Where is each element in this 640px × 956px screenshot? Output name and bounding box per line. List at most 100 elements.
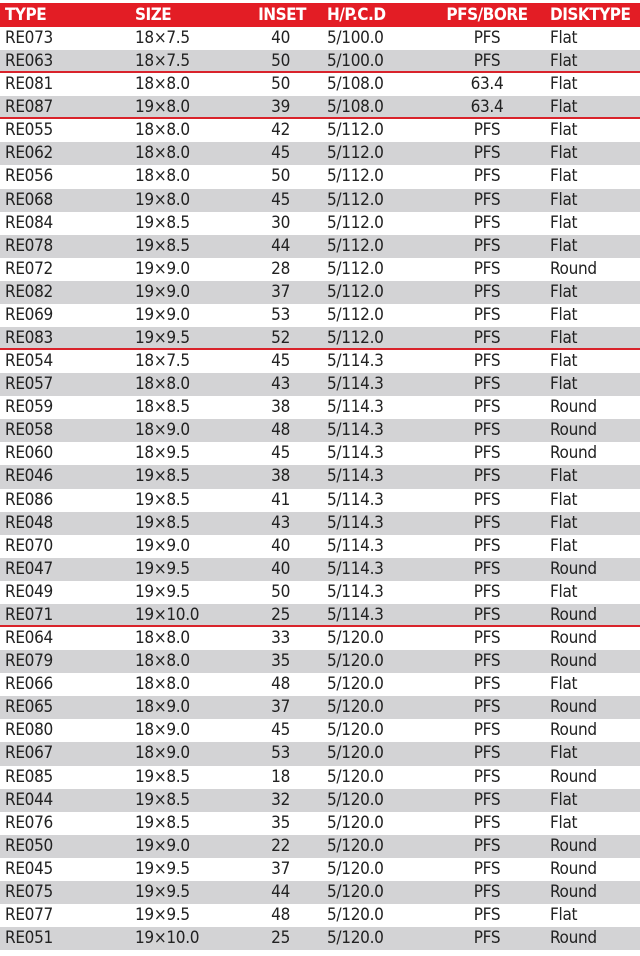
cell-size: 19×8.5 — [135, 766, 190, 787]
cell-disktype: Flat — [550, 120, 578, 141]
cell-disktype: Flat — [550, 281, 578, 302]
cell-inset: 40 — [271, 28, 290, 48]
cell-size: 18×8.0 — [135, 120, 190, 141]
cell-type: RE064 — [5, 628, 53, 649]
table-row: RE073 18×7.5 40 5/100.0 PFS Flat — [0, 27, 640, 50]
cell-pcd: 5/120.0 — [327, 651, 384, 672]
table-row: RE057 18×8.0 43 5/114.3 PFS Flat — [0, 373, 640, 397]
cell-type: RE050 — [5, 835, 53, 856]
cell-type: RE087 — [5, 97, 53, 118]
cell-disktype: Flat — [550, 904, 578, 925]
cell-bore: PFS — [473, 212, 501, 233]
table-row: RE062 18×8.0 45 5/112.0 PFS Flat — [0, 142, 640, 166]
table-row: RE070 19×9.0 40 5/114.3 PFS Flat — [0, 535, 640, 558]
cell-inset: 28 — [271, 258, 290, 279]
cell-pcd: 5/120.0 — [327, 628, 384, 649]
cell-disktype: Round — [550, 881, 597, 902]
cell-pcd: 5/112.0 — [327, 258, 384, 279]
cell-size: 19×8.0 — [135, 97, 190, 118]
cell-inset: 43 — [271, 512, 290, 533]
cell-disktype: Flat — [550, 374, 578, 395]
cell-bore: PFS — [473, 558, 501, 579]
cell-size: 18×9.0 — [135, 420, 190, 441]
cell-type: RE083 — [5, 328, 53, 349]
cell-type: RE066 — [5, 674, 53, 695]
cell-pcd: 5/108.0 — [327, 97, 384, 118]
table-row: RE055 18×8.0 42 5/112.0 PFS Flat — [0, 119, 640, 142]
cell-pcd: 5/114.3 — [327, 604, 384, 625]
cell-pcd: 5/114.3 — [327, 512, 384, 533]
cell-inset: 37 — [271, 281, 290, 302]
cell-bore: PFS — [473, 374, 501, 395]
cell-type: RE085 — [5, 766, 53, 787]
cell-disktype: Flat — [550, 512, 578, 533]
cell-inset: 22 — [271, 835, 290, 856]
cell-bore: PFS — [473, 328, 501, 349]
cell-size: 19×8.5 — [135, 466, 190, 487]
cell-pcd: 5/114.3 — [327, 351, 384, 372]
cell-disktype: Flat — [550, 74, 578, 95]
table-row: RE051 19×10.0 25 5/120.0 PFS Round — [0, 927, 640, 951]
cell-bore: PFS — [473, 351, 501, 372]
cell-size: 18×8.0 — [135, 674, 190, 695]
table-row: RE047 19×9.5 40 5/114.3 PFS Round — [0, 557, 640, 581]
cell-size: 19×9.0 — [135, 535, 190, 556]
cell-size: 18×8.0 — [135, 628, 190, 649]
cell-pcd: 5/120.0 — [327, 835, 384, 856]
cell-type: RE070 — [5, 535, 53, 556]
cell-inset: 40 — [271, 558, 290, 579]
cell-type: RE069 — [5, 304, 53, 325]
table-row: RE079 18×8.0 35 5/120.0 PFS Round — [0, 650, 640, 674]
cell-inset: 45 — [271, 443, 290, 464]
table-row: RE045 19×9.5 37 5/120.0 PFS Round — [0, 858, 640, 881]
header-type: TYPE — [5, 5, 47, 25]
wheel-spec-table: TYPE SIZE INSET H/P.C.D PFS/BORE DISKTYP… — [0, 3, 640, 951]
cell-inset: 38 — [271, 466, 290, 487]
cell-size: 18×8.0 — [135, 143, 190, 164]
cell-bore: PFS — [473, 743, 501, 764]
table-row: RE082 19×9.0 37 5/112.0 PFS Flat — [0, 280, 640, 304]
cell-bore: PFS — [473, 581, 501, 602]
cell-size: 18×8.0 — [135, 166, 190, 187]
cell-type: RE055 — [5, 120, 53, 141]
cell-size: 19×8.5 — [135, 235, 190, 256]
table-row: RE049 19×9.5 50 5/114.3 PFS Flat — [0, 581, 640, 604]
cell-inset: 50 — [271, 581, 290, 602]
cell-type: RE044 — [5, 789, 53, 810]
table-row: RE054 18×7.5 45 5/114.3 PFS Flat — [0, 350, 640, 373]
cell-bore: 63.4 — [470, 97, 504, 118]
cell-pcd: 5/112.0 — [327, 328, 384, 349]
cell-inset: 25 — [271, 928, 290, 949]
cell-size: 19×9.5 — [135, 881, 190, 902]
cell-bore: PFS — [473, 835, 501, 856]
cell-bore: PFS — [473, 143, 501, 164]
cell-bore: PFS — [473, 166, 501, 187]
cell-type: RE058 — [5, 420, 53, 441]
table-row: RE086 19×8.5 41 5/114.3 PFS Flat — [0, 489, 640, 512]
table-row: RE080 18×9.0 45 5/120.0 PFS Round — [0, 719, 640, 742]
table-row: RE084 19×8.5 30 5/112.0 PFS Flat — [0, 212, 640, 235]
cell-inset: 40 — [271, 535, 290, 556]
cell-size: 18×9.5 — [135, 443, 190, 464]
cell-inset: 44 — [271, 235, 290, 256]
cell-type: RE047 — [5, 558, 53, 579]
cell-disktype: Flat — [550, 328, 578, 349]
cell-size: 18×7.5 — [135, 28, 190, 48]
cell-bore: PFS — [473, 720, 501, 741]
cell-disktype: Round — [550, 651, 597, 672]
cell-bore: PFS — [473, 812, 501, 833]
table-row: RE050 19×9.0 22 5/120.0 PFS Round — [0, 834, 640, 858]
table-row: RE063 18×7.5 50 5/100.0 PFS Flat — [0, 50, 640, 74]
cell-pcd: 5/114.3 — [327, 489, 384, 510]
cell-type: RE046 — [5, 466, 53, 487]
cell-bore: PFS — [473, 512, 501, 533]
cell-disktype: Flat — [550, 743, 578, 764]
cell-pcd: 5/120.0 — [327, 881, 384, 902]
cell-pcd: 5/120.0 — [327, 674, 384, 695]
cell-size: 19×9.5 — [135, 558, 190, 579]
cell-size: 19×9.5 — [135, 858, 190, 879]
cell-size: 18×7.5 — [135, 351, 190, 372]
cell-pcd: 5/120.0 — [327, 766, 384, 787]
cell-type: RE065 — [5, 697, 53, 718]
cell-disktype: Flat — [550, 212, 578, 233]
